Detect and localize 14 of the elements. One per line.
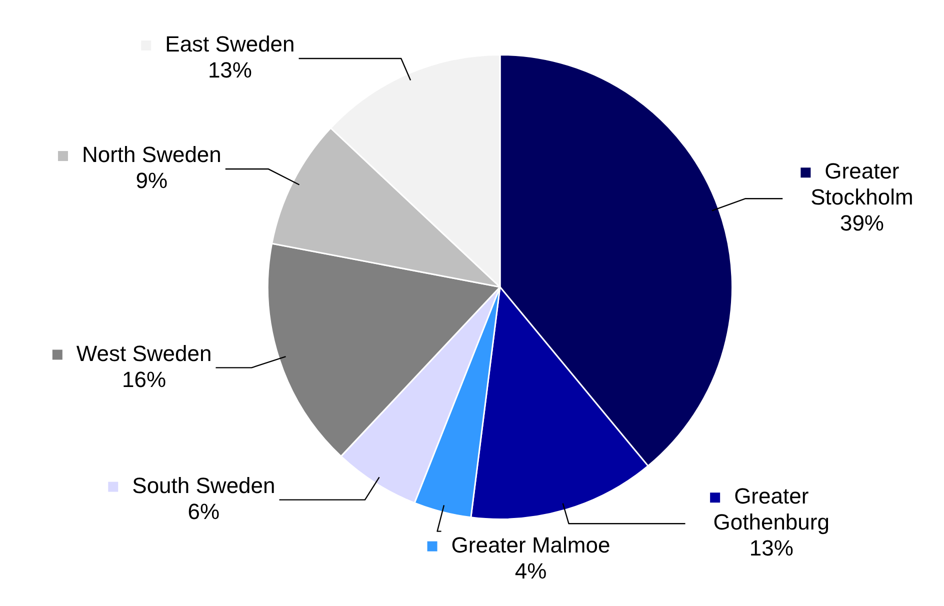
data-label: 4% xyxy=(514,558,547,584)
data-label: 13% xyxy=(208,58,252,83)
data-label: 6% xyxy=(188,498,220,524)
legend-label: North Sweden xyxy=(82,142,222,168)
legend-label: West Sweden xyxy=(76,340,212,366)
legend-label: Greater Gothenburg xyxy=(713,484,830,535)
legend-label: East Sweden xyxy=(165,32,295,57)
data-label: 13% xyxy=(749,536,794,561)
data-label: 39% xyxy=(840,210,884,236)
legend-label: Greater Malmoe xyxy=(451,532,610,558)
data-label: 9% xyxy=(136,168,168,194)
legend-label: South Sweden xyxy=(132,472,276,498)
legend-label: Greater Stockholm xyxy=(810,158,914,210)
data-label: 16% xyxy=(122,366,166,392)
